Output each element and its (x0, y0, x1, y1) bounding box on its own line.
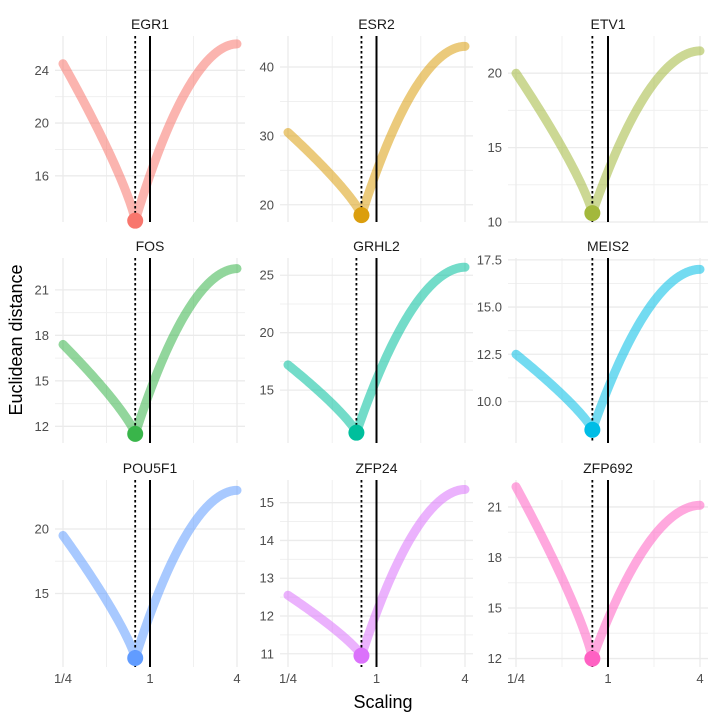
y-tick-label: 10.0 (477, 394, 502, 409)
facet-panel-fos: FOS 12 15 18 21 (35, 238, 245, 443)
x-tick-label: 1/4 (279, 671, 297, 686)
x-tick-label: 4 (233, 671, 240, 686)
minimum-point (584, 421, 601, 438)
y-tick-label: 20 (488, 66, 502, 81)
y-axis-title: Euclidean distance (6, 264, 26, 415)
facet-panel-zfp692: ZFP692 12 15 18 21 1/4 1 4 (488, 460, 708, 686)
facet-title: ETV1 (590, 16, 625, 32)
facet-title: MEIS2 (587, 238, 629, 254)
x-tick-label: 1/4 (507, 671, 525, 686)
y-tick-label: 17.5 (477, 252, 502, 267)
y-tick-label: 12 (35, 419, 49, 434)
facet-panel-esr2: ESR2 20 30 40 (260, 16, 473, 224)
facet-panel-egr1: EGR1 16 20 24 (35, 16, 245, 229)
facet-panel-grhl2: GRHL2 15 20 25 (260, 238, 473, 443)
y-tick-label: 30 (260, 128, 274, 143)
minimum-point (127, 425, 144, 442)
y-tick-label: 15.0 (477, 300, 502, 315)
minimum-point (584, 205, 601, 222)
y-tick-label: 12.5 (477, 347, 502, 362)
facet-panel-meis2: MEIS2 10.0 12.5 15.0 17.5 (477, 238, 708, 443)
x-axis-title: Scaling (353, 692, 412, 712)
y-tick-label: 20 (35, 116, 49, 131)
x-tick-label: 4 (461, 671, 468, 686)
facet-title: EGR1 (131, 16, 169, 32)
y-tick-label: 12 (260, 609, 274, 624)
facet-title: FOS (136, 238, 165, 254)
y-tick-label: 24 (35, 63, 49, 78)
y-tick-label: 18 (35, 328, 49, 343)
y-tick-label: 16 (35, 168, 49, 183)
facet-title: ZFP692 (583, 460, 633, 476)
y-tick-label: 40 (260, 60, 274, 75)
y-tick-label: 13 (260, 571, 274, 586)
x-tick-label: 1 (146, 671, 153, 686)
facet-title: GRHL2 (353, 238, 400, 254)
y-tick-label: 18 (488, 550, 502, 565)
y-tick-label: 21 (35, 282, 49, 297)
x-tick-label: 1/4 (54, 671, 72, 686)
minimum-point (127, 649, 144, 666)
y-tick-label: 15 (35, 373, 49, 388)
y-tick-label: 12 (488, 651, 502, 666)
minimum-point (584, 650, 601, 667)
y-tick-label: 11 (261, 646, 275, 661)
facet-title: ESR2 (358, 16, 395, 32)
y-tick-label: 25 (260, 268, 274, 283)
y-tick-label: 14 (260, 533, 274, 548)
y-tick-label: 15 (35, 586, 49, 601)
x-tick-label: 4 (696, 671, 703, 686)
minimum-point (127, 212, 144, 229)
x-tick-label: 1 (373, 671, 380, 686)
facet-panel-pou5f1: POU5F1 15 20 1/4 1 4 (35, 460, 245, 686)
y-tick-label: 15 (488, 140, 502, 155)
y-tick-label: 21 (488, 499, 502, 514)
y-tick-label: 10 (488, 215, 502, 230)
y-tick-label: 15 (260, 495, 274, 510)
x-tick-label: 1 (604, 671, 611, 686)
minimum-point (353, 207, 370, 224)
facet-title: POU5F1 (123, 460, 178, 476)
y-tick-label: 20 (260, 197, 274, 212)
y-tick-label: 20 (35, 522, 49, 537)
facet-title: ZFP24 (355, 460, 397, 476)
minimum-point (353, 647, 370, 664)
y-tick-label: 15 (488, 601, 502, 616)
y-tick-label: 20 (260, 325, 274, 340)
minimum-point (348, 424, 365, 441)
facet-panel-etv1: ETV1 10 15 20 (488, 16, 708, 230)
y-tick-label: 15 (260, 383, 274, 398)
